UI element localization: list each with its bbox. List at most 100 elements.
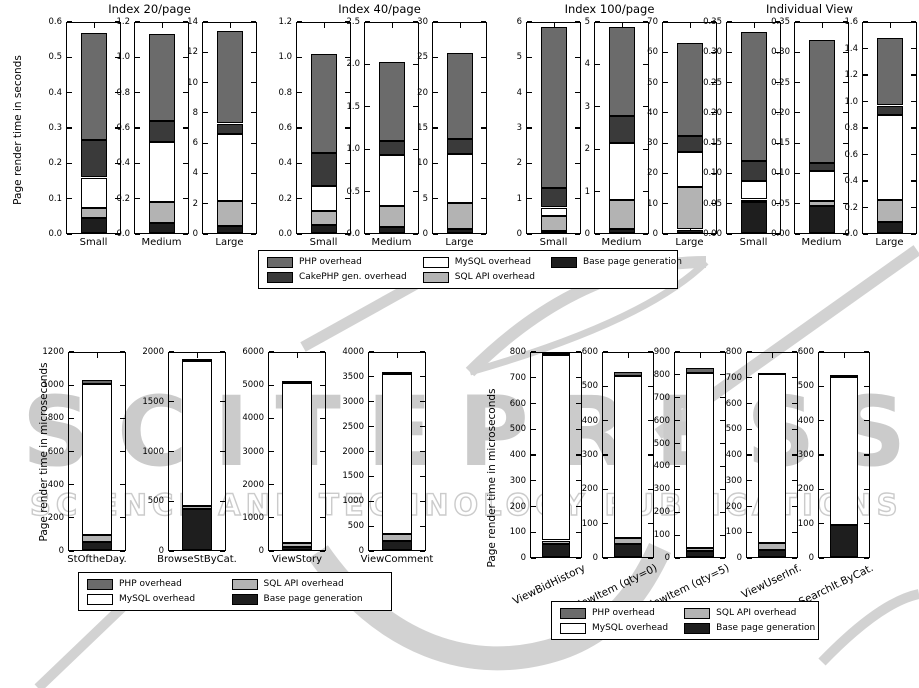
y-tick-label: 1.2 <box>116 17 130 27</box>
y-tick-label: 400 <box>509 450 526 460</box>
y-tick-mark <box>203 203 208 205</box>
y-tick-label: 1.0 <box>278 52 292 63</box>
bar-segment-base <box>608 228 635 233</box>
x-axis-label: Medium <box>141 237 182 248</box>
bar-segment-cake <box>80 140 107 178</box>
legend-label: PHP overhead <box>592 608 655 618</box>
bar-segment-cake <box>378 140 405 156</box>
y-tick-mark <box>675 465 680 467</box>
bar-segment-base <box>614 544 642 557</box>
bar-segment-php <box>378 61 405 141</box>
y-tick-mark <box>792 531 797 533</box>
legend-label: PHP overhead <box>299 257 362 267</box>
y-tick-mark <box>663 112 668 114</box>
y-tick-mark <box>819 488 824 490</box>
y-tick-label: 300 <box>653 484 670 495</box>
y-tick-label: 400 <box>797 415 814 426</box>
bar-segment-sqlapi <box>676 187 703 230</box>
y-tick-mark <box>67 127 72 129</box>
y-tick-label: 200 <box>653 507 670 518</box>
bar-segment-sqlapi <box>608 200 635 229</box>
y-tick-mark <box>527 162 532 164</box>
y-tick-mark <box>69 417 74 419</box>
y-tick-mark <box>792 377 797 379</box>
bar-chart-large: 0 5 10 15 20 25 30 Large <box>408 17 487 278</box>
bar-segment-base <box>378 227 405 233</box>
y-tick-mark <box>792 505 797 508</box>
bar-segment-mysql <box>740 181 767 200</box>
y-tick-mark <box>863 127 868 129</box>
y-tick-label: 2000 <box>242 479 264 490</box>
y-tick-mark <box>603 523 608 525</box>
y-tick-mark <box>727 51 732 53</box>
y-tick-mark <box>69 484 74 486</box>
bar-segment-sqlapi <box>614 538 642 545</box>
y-tick-mark <box>365 63 370 65</box>
legend-swatch-php <box>87 578 113 590</box>
bar-segment-sqlapi <box>686 548 714 552</box>
y-tick-mark <box>863 47 868 50</box>
y-tick-label: 3 <box>516 123 522 133</box>
legend-swatch-sqlapi <box>422 271 449 283</box>
y-tick-mark <box>269 517 274 519</box>
y-tick-mark <box>69 517 74 519</box>
y-tick-mark <box>413 106 418 108</box>
y-tick-mark <box>747 531 752 533</box>
y-tick-label: 6000 <box>242 347 264 357</box>
y-tick-label: 1.5 <box>346 101 360 112</box>
x-axis-label: BrowseStByCat. <box>157 554 237 565</box>
bar-segment-mysql <box>542 354 570 541</box>
y-tick-mark <box>269 417 274 419</box>
bar-segment-cake <box>540 188 567 208</box>
y-tick-mark <box>420 401 425 403</box>
y-tick-mark <box>792 480 797 482</box>
y-tick-label: 100 <box>653 530 670 541</box>
y-tick-mark <box>576 428 581 430</box>
y-tick-mark <box>575 92 580 94</box>
y-tick-label: 60 <box>647 47 658 58</box>
bar-segment-sqlapi <box>542 540 570 544</box>
bar-chart-medium: 0 1 2 3 4 5 Medium <box>570 17 649 278</box>
y-tick-mark <box>643 63 648 65</box>
y-tick-mark <box>345 162 350 164</box>
y-tick-mark <box>203 172 208 174</box>
bar-segment-cake <box>876 105 903 115</box>
bar-segment-sqlapi <box>758 543 786 551</box>
plot-area <box>662 22 717 234</box>
x-tick-mark <box>772 353 774 358</box>
legend-item-php: PHP overhead <box>87 578 216 590</box>
plot-area <box>526 22 581 234</box>
y-tick-mark <box>863 180 868 182</box>
y-tick-label: 0.05 <box>703 198 722 209</box>
bar-segment-sqlapi <box>82 535 112 542</box>
plot-area <box>530 352 582 558</box>
y-tick-label: 1500 <box>142 396 164 407</box>
bar-segment-php <box>80 32 107 141</box>
y-tick-mark <box>120 517 125 519</box>
y-tick-mark <box>203 82 208 84</box>
y-tick-label: 8 <box>192 107 198 118</box>
bar-segment-mysql <box>608 142 635 200</box>
y-tick-label: 30 <box>417 17 428 27</box>
y-tick-mark <box>843 112 848 114</box>
y-tick-mark <box>648 523 653 525</box>
bar-segment-mysql <box>378 155 405 206</box>
bar-segment-base <box>830 525 858 557</box>
bar-segment-cake <box>148 120 175 143</box>
y-tick-label: 3000 <box>242 446 264 457</box>
bar-chart-large: 0 2 4 6 8 10 12 14 Large <box>178 17 257 278</box>
y-tick-label: 800 <box>653 369 670 380</box>
y-tick-mark <box>345 198 350 200</box>
bar-segment-mysql <box>310 186 337 211</box>
bar-chart-large: 0.0 0.2 0.4 0.6 0.8 1.0 1.2 1.4 1.6 Large <box>838 17 917 278</box>
y-tick-label: 200 <box>47 512 64 523</box>
y-tick-label: 0.30 <box>703 47 722 58</box>
y-tick-mark <box>843 203 848 205</box>
x-tick-mark <box>161 23 163 28</box>
bar-segment-mysql <box>808 171 835 201</box>
y-tick-mark <box>663 82 668 84</box>
bar-segment-sqlapi <box>148 202 175 224</box>
y-tick-label: 0.5 <box>48 52 62 63</box>
y-tick-mark <box>775 172 780 174</box>
y-tick-label: 14 <box>187 17 198 27</box>
